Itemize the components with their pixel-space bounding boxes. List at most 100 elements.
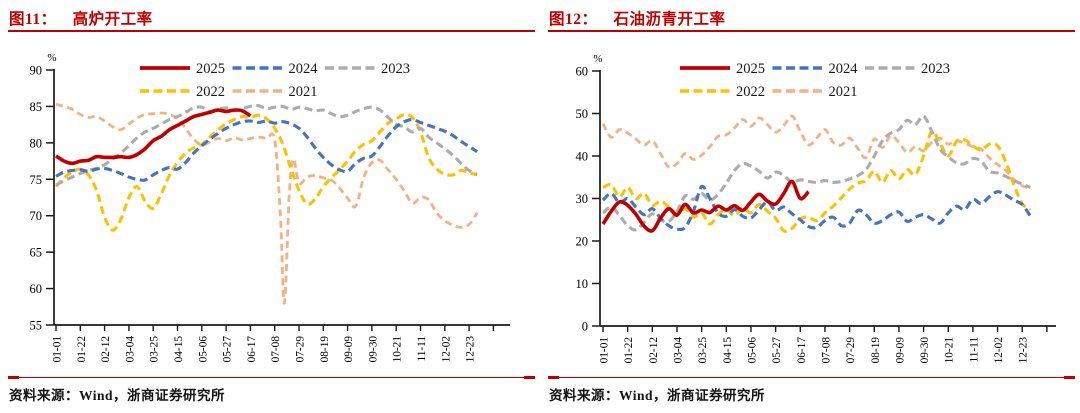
x-tick-label: 10-21 [392, 336, 404, 362]
series-lines [601, 114, 1032, 233]
y-tick-label: 60 [576, 65, 589, 79]
figure-title-text: 高炉开工率 [72, 11, 153, 28]
legend-label-2021: 2021 [829, 84, 858, 100]
figure-number: 图12： [549, 11, 598, 28]
x-tick-label: 07-08 [270, 336, 282, 363]
source-line: 资料来源：Wind，浙商证券研究所 [9, 384, 225, 404]
series-line-2022 [602, 129, 1032, 233]
legend-label-2023: 2023 [381, 61, 410, 77]
figure-title: 图12： 石油沥青开工率 [549, 7, 726, 29]
figure-panel-asphalt: 图12： 石油沥青开工率 60 50 40 30 20 10 0% 01-01 01-22 02-1… [548, 0, 1075, 413]
y-tick-label: 80 [30, 136, 43, 150]
x-tick-label: 01-22 [76, 336, 88, 363]
source-rule [548, 376, 1075, 379]
source-label: 资料来源： [9, 388, 79, 403]
series-line-2025 [601, 179, 810, 233]
x-tick-label: 04-15 [173, 336, 185, 363]
legend-label-2023: 2023 [921, 61, 950, 77]
figure-number: 图11： [9, 11, 57, 28]
x-tick-label: 07-29 [845, 337, 857, 364]
source-label: 资料来源： [549, 388, 619, 403]
x-tick-label: 01-01 [599, 337, 611, 363]
x-tick-label: 11-11 [416, 336, 428, 362]
y-tick-label: 70 [30, 209, 43, 223]
y-axis-unit-label: % [593, 53, 602, 65]
x-tick-label: 06-17 [246, 336, 258, 363]
x-tick-label: 05-06 [197, 336, 209, 363]
x-tick-label: 09-30 [367, 336, 379, 363]
x-axis-ticks: 01-01 01-22 02-12 03-04 03-25 04-15 05-06 05-27… [599, 326, 1048, 364]
legend: 2025 2024 2023 2022 2021 [140, 61, 410, 100]
x-tick-label: 02-12 [100, 336, 112, 363]
y-tick-label: 40 [576, 150, 589, 164]
legend-label-2025: 2025 [196, 61, 225, 77]
y-tick-label: 85 [30, 100, 43, 114]
y-tick-label: 20 [576, 235, 589, 249]
figure-title: 图11： 高炉开工率 [9, 7, 153, 29]
x-tick-label: 01-01 [52, 336, 64, 362]
series-line-2023 [55, 104, 478, 187]
x-tick-label: 08-19 [319, 336, 331, 363]
x-tick-label: 08-19 [870, 337, 882, 364]
x-tick-label: 12-23 [1018, 337, 1030, 364]
source-rule [8, 376, 535, 379]
x-tick-label: 09-30 [919, 337, 931, 364]
series-lines [54, 102, 479, 305]
x-tick-label: 10-21 [944, 337, 956, 363]
y-tick-label: 90 [30, 64, 43, 78]
y-axis-ticks: 90 85 80 75 70 65 60 55 [30, 64, 54, 333]
x-tick-label: 11-11 [968, 337, 980, 363]
x-tick-label: 03-04 [124, 336, 136, 363]
x-tick-label: 06-17 [796, 337, 808, 364]
x-tick-label: 03-25 [149, 336, 161, 363]
legend-label-2024: 2024 [289, 61, 319, 77]
x-tick-label: 03-04 [672, 337, 684, 364]
source-text: Wind，浙商证券研究所 [79, 388, 226, 403]
series-line-2025 [55, 108, 252, 166]
y-axis-ticks: 60 50 40 30 20 10 0 [576, 65, 600, 334]
figure-panel-blast-furnace: 图11： 高炉开工率 90 85 80 75 70 65 60 55% 01-01 01-22 02-… [8, 0, 535, 413]
series-line-2024 [55, 117, 478, 182]
y-axis-unit-label: % [47, 52, 56, 64]
y-tick-label: 75 [30, 173, 43, 187]
x-tick-label: 05-06 [746, 337, 758, 364]
legend-label-2022: 2022 [736, 84, 765, 100]
x-tick-label: 05-27 [771, 337, 783, 364]
x-tick-label: 07-08 [820, 337, 832, 364]
x-tick-label: 12-02 [993, 337, 1005, 364]
y-tick-label: 10 [576, 277, 589, 291]
title-rule [548, 30, 1075, 32]
series-line-2021 [55, 102, 479, 305]
x-tick-label: 09-09 [343, 336, 355, 363]
x-axis-ticks: 01-01 01-22 02-12 03-04 03-25 04-15 05-06 05-27… [52, 325, 495, 363]
series-line-2021 [601, 114, 1031, 190]
x-tick-label: 03-25 [697, 337, 709, 364]
legend-label-2022: 2022 [196, 84, 225, 100]
line-chart-blast-furnace: 90 85 80 75 70 65 60 55% 01-01 01-22 02-12 03-04 03-… [30, 52, 510, 363]
x-tick-label: 09-09 [894, 337, 906, 364]
series-line-2023 [602, 114, 1031, 232]
source-line: 资料来源：Wind，浙商证券研究所 [549, 384, 765, 404]
axes [53, 69, 510, 326]
series-line-2024 [601, 184, 1032, 232]
x-tick-label: 02-12 [648, 337, 660, 364]
x-tick-label: 01-22 [623, 337, 635, 364]
x-tick-label: 12-23 [465, 336, 477, 363]
y-tick-label: 60 [30, 282, 43, 296]
y-tick-label: 50 [576, 107, 589, 121]
title-rule [8, 30, 535, 32]
source-text: Wind，浙商证券研究所 [619, 388, 766, 403]
x-tick-label: 05-27 [222, 336, 234, 363]
x-tick-label: 12-02 [440, 336, 452, 363]
x-tick-label: 07-29 [295, 336, 307, 363]
x-tick-label: 04-15 [722, 337, 734, 364]
figure-title-text: 石油沥青开工率 [613, 11, 726, 28]
y-tick-label: 0 [582, 320, 588, 334]
legend-label-2025: 2025 [736, 61, 765, 77]
legend-label-2021: 2021 [289, 84, 318, 100]
legend-label-2024: 2024 [829, 61, 859, 77]
y-tick-label: 30 [576, 192, 589, 206]
y-tick-label: 55 [30, 319, 43, 333]
